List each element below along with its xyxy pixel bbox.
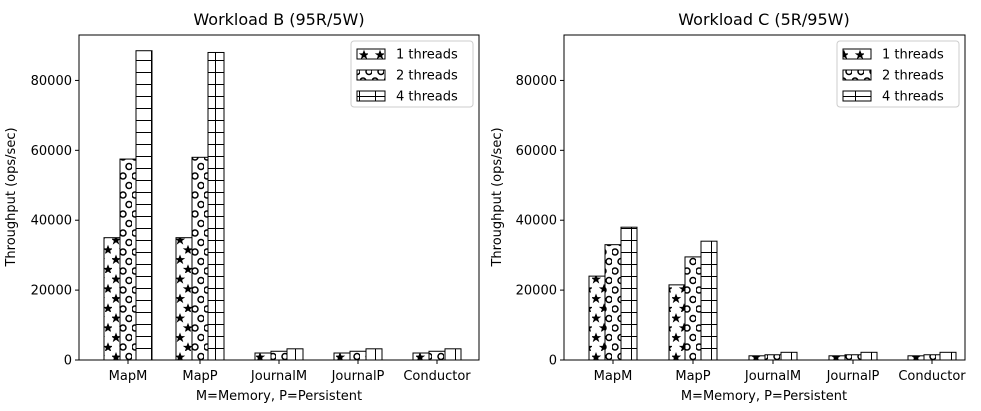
- x-tick-label: JournalP: [826, 369, 880, 384]
- bar-mapm-series-1: [103, 237, 121, 361]
- legend-label: 1 threads: [396, 48, 458, 63]
- bar-conductor-series-1: [412, 352, 430, 361]
- bar-conductor-series-2: [428, 350, 446, 361]
- legend-swatch: [842, 48, 872, 60]
- bar-conductor-series-3: [939, 351, 957, 361]
- y-tick-label: 0: [64, 354, 72, 369]
- bars: [103, 50, 462, 361]
- x-tick-label: JournalP: [331, 369, 385, 384]
- x-ticks: MapM MapP JournalM JournalP Conductor: [594, 360, 966, 384]
- bar-conductor-series-2: [923, 354, 941, 361]
- legend-swatch: [842, 90, 872, 102]
- x-tick-label: MapP: [675, 369, 710, 384]
- chart-workload-b: Workload B (95R/5W) Throughput (ops/sec)…: [4, 10, 480, 404]
- y-ticks: 0 20000 40000 60000 80000: [516, 74, 564, 369]
- bar-journalp-series-3: [860, 351, 878, 361]
- x-tick-label: Conductor: [403, 369, 471, 384]
- y-ticks: 0 20000 40000 60000 80000: [31, 74, 79, 369]
- y-axis-label: Throughput (ops/sec): [490, 127, 505, 267]
- bar-mapp-series-2: [684, 256, 702, 361]
- y-tick-label: 60000: [516, 144, 557, 159]
- bar-mapp-series-3: [700, 240, 718, 361]
- bar-mapp-series-1: [175, 237, 193, 361]
- bar-mapm-series-3: [135, 50, 153, 361]
- legend-label: 1 threads: [882, 48, 944, 63]
- x-tick-label: MapP: [182, 369, 217, 384]
- x-axis-label: M=Memory, P=Persistent: [681, 389, 847, 404]
- plot-frame: [78, 34, 480, 361]
- y-tick-label: 60000: [31, 144, 72, 159]
- legend: 1 threads 2 threads 4 threads: [836, 40, 960, 108]
- y-tick-label: 40000: [31, 214, 72, 229]
- bar-journalp-series-1: [333, 352, 351, 361]
- bar-mapm-series-1: [588, 275, 606, 361]
- bar-journalp-series-2: [844, 354, 862, 361]
- bar-journalm-series-1: [748, 355, 766, 361]
- chart-workload-c: Workload C (5R/95W) Throughput (ops/sec)…: [490, 10, 966, 404]
- legend-label: 2 threads: [882, 69, 944, 84]
- y-tick-label: 20000: [31, 284, 72, 299]
- x-tick-label: Conductor: [898, 369, 966, 384]
- legend-swatch: [356, 48, 386, 60]
- y-tick-label: 20000: [516, 284, 557, 299]
- bar-journalm-series-2: [270, 350, 288, 361]
- chart-title: Workload B (95R/5W): [193, 10, 364, 29]
- bar-mapm-series-2: [119, 158, 137, 361]
- bar-conductor-series-3: [444, 348, 462, 361]
- bar-journalm-series-3: [780, 351, 798, 361]
- bar-conductor-series-1: [907, 355, 925, 361]
- plot-frame: [563, 34, 966, 361]
- legend-label: 4 threads: [396, 90, 458, 105]
- y-axis-label: Throughput (ops/sec): [4, 127, 19, 267]
- x-axis-label: M=Memory, P=Persistent: [196, 389, 362, 404]
- legend-swatch: [842, 69, 872, 81]
- x-tick-label: JournalM: [744, 369, 801, 384]
- y-tick-label: 0: [549, 354, 557, 369]
- x-ticks: MapM MapP JournalM JournalP Conductor: [109, 360, 471, 384]
- chart-title: Workload C (5R/95W): [678, 10, 849, 29]
- bar-journalm-series-1: [254, 352, 272, 361]
- bar-mapm-series-2: [604, 244, 622, 361]
- bar-journalp-series-2: [349, 350, 367, 361]
- x-tick-label: JournalM: [250, 369, 307, 384]
- bar-journalm-series-2: [764, 354, 782, 361]
- bar-mapp-series-2: [191, 156, 209, 361]
- legend-swatch: [356, 69, 386, 81]
- legend-swatch: [356, 90, 386, 102]
- y-tick-label: 80000: [31, 74, 72, 89]
- bar-journalp-series-3: [365, 348, 383, 361]
- x-tick-label: MapM: [594, 369, 633, 384]
- bar-journalp-series-1: [828, 355, 846, 361]
- bar-journalm-series-3: [286, 348, 304, 361]
- bars: [588, 226, 957, 361]
- legend-label: 4 threads: [882, 90, 944, 105]
- x-tick-label: MapM: [109, 369, 148, 384]
- bar-mapp-series-3: [207, 51, 225, 361]
- legend: 1 threads 2 threads 4 threads: [350, 40, 474, 108]
- y-tick-label: 40000: [516, 214, 557, 229]
- bar-mapp-series-1: [668, 284, 686, 361]
- y-tick-label: 80000: [516, 74, 557, 89]
- bar-mapm-series-3: [620, 226, 638, 361]
- legend-label: 2 threads: [396, 69, 458, 84]
